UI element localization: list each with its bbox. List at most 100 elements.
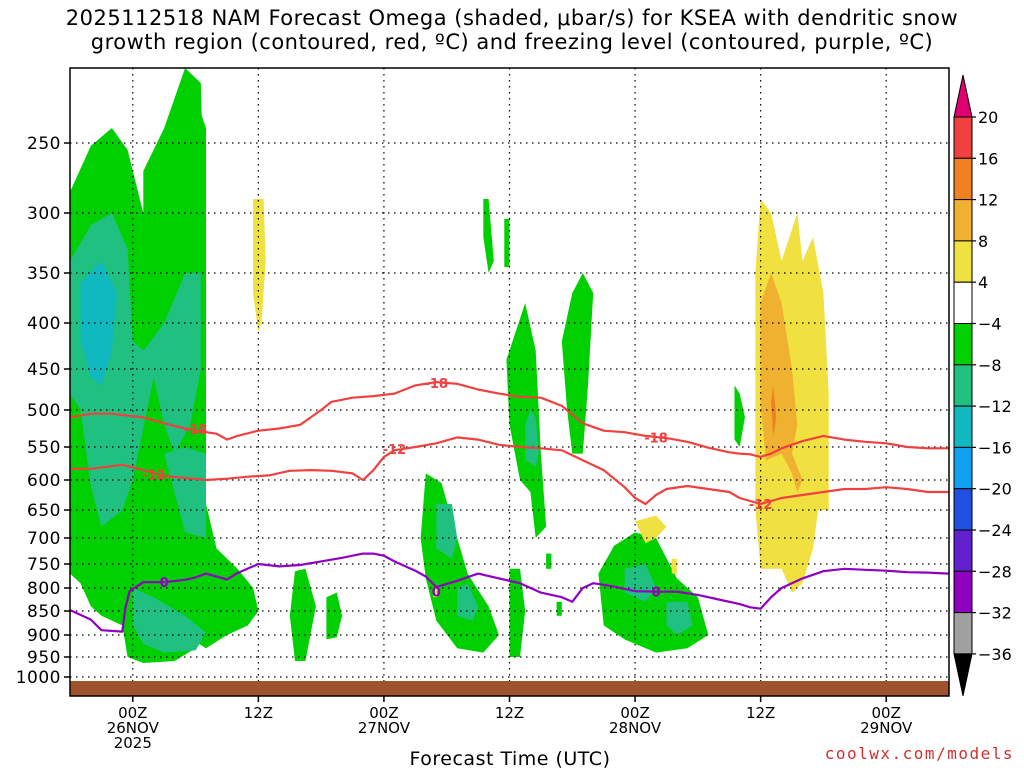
omega-region--8-6 [483,199,494,273]
omega-region-8-29 [760,273,803,492]
freezing-contour-label: 0 [432,586,441,601]
colorbar-label: −36 [978,645,1012,664]
chart-title-line-2: growth region (contoured, red, ºC) and f… [90,30,934,54]
colorbar-label: 20 [978,108,998,127]
colorbar-swatch-11 [953,529,973,572]
y-tick-label-500: 500 [27,401,61,421]
y-tick-label-700: 700 [27,529,61,549]
colorbar-label: −16 [978,438,1012,457]
colorbar-swatch-2 [953,157,973,201]
colorbar-label: −28 [978,562,1012,581]
x-tick-label-78-1: 29NOV [860,719,913,737]
colorbar-label: 16 [978,149,998,168]
colorbar-swatch-12 [953,570,973,614]
colorbar-swatch-4 [953,240,973,283]
x-tick-label-54-1: 28NOV [609,719,662,737]
colorbar-swatch-5 [953,281,973,325]
freezing-contour-label: 0 [160,576,169,591]
y-tick-label-800: 800 [27,579,61,599]
colorbar-label: −24 [978,521,1012,540]
x-tick-label-30-1: 27NOV [358,719,411,737]
omega-region-4-24 [253,199,266,333]
x-tick-label-42-0: 12Z [495,704,524,722]
x-tick-label-18-0: 12Z [244,704,273,722]
dendritic-contour-label: -12 [383,443,407,458]
colorbar-swatch-10 [953,488,973,531]
omega-region--12-16 [164,447,206,538]
dendritic-contour-label: -18 [184,423,208,438]
y-tick-label-250: 250 [27,134,61,154]
x-tick-label-30-0: 00Z [369,704,398,722]
y-tick-label-350: 350 [27,264,61,284]
y-tick-label-450: 450 [27,360,61,380]
omega-region--12-22 [666,601,693,635]
colorbar-bottom-arrow [953,653,973,697]
colorbar-label: −4 [978,315,1002,334]
colorbar-label: 4 [978,273,988,292]
dendritic-contour-line-0-0 [70,381,949,458]
colorbar-swatch-9 [953,446,973,490]
omega-region-12-30 [771,385,777,436]
y-tick-label-300: 300 [27,204,61,224]
x-tick-label-6-1: 26NOV [107,719,160,737]
dendritic-contour-label: -18 [425,377,449,392]
omega-region-4-25 [433,588,438,598]
x-tick-label-6-0: 00Z [118,704,147,722]
x-tick-label-78-0: 00Z [872,704,901,722]
chart-title-line-1: 2025112518 NAM Forecast Omega (shaded, μ… [65,6,959,30]
omega-region--12-20 [525,410,539,467]
colorbar-label: −12 [978,397,1012,416]
y-tick-label-1000: 1000 [16,668,61,688]
omega-region--8-11 [546,553,552,569]
omega-region--8-5 [420,473,499,653]
x-axis-label: Forecast Time (UTC) [410,748,611,768]
omega-shaded-regions [70,68,829,663]
omega-colorbar: 20 16 12 8 4 −4 −8 −12 −16 −20 −24 −28 −32 −36 [953,74,1012,697]
y-tick-label-550: 550 [27,438,61,458]
colorbar-swatch-1 [953,116,973,159]
omega-region-4-26 [635,515,667,544]
colorbar-label: 12 [978,191,998,210]
colorbar-label: −32 [978,604,1012,623]
omega-region--8-4 [326,592,343,640]
omega-region-4-27 [671,558,677,574]
omega-region--12-18 [436,504,458,559]
colorbar-top-arrow [953,74,973,118]
colorbar-swatch-6 [953,323,973,366]
omega-region--8-14 [734,385,745,447]
pressure-axis: 250 300 350 400 450 500 550 600 650 700 750 800 850 9… [16,134,70,688]
temperature-contours: -18 -18 -18 -12 -12 -12 0 0 0 [70,377,949,633]
y-tick-label-600: 600 [27,471,61,491]
omega-region--8-8 [506,303,547,538]
omega-region--8-7 [504,219,510,267]
dendritic-contour-label: -12 [749,498,773,513]
y-tick-label-650: 650 [27,501,61,521]
x-tick-label-6-2: 2025 [114,734,152,752]
colorbar-label: −8 [978,356,1002,375]
colorbar-label: 8 [978,232,988,251]
dendritic-contour-label: -18 [644,431,668,446]
y-tick-label-400: 400 [27,314,61,334]
y-tick-label-850: 850 [27,602,61,622]
colorbar-swatch-8 [953,405,973,448]
x-tick-label-66-0: 12Z [746,704,775,722]
omega-region--8-12 [556,601,562,616]
omega-region--8-3 [289,568,316,661]
omega-region--8-9 [561,273,594,454]
y-tick-label-950: 950 [27,648,61,668]
y-tick-label-900: 900 [27,626,61,646]
omega-region--12-17 [132,588,206,653]
x-tick-label-54-0: 00Z [620,704,649,722]
freezing-contour-label: 0 [651,586,660,601]
watermark-text: coolwx.com/models [824,744,1014,763]
dendritic-contour-line-1-0 [70,436,949,506]
freezing-contour-line-2-0 [70,552,949,633]
omega-region--16-23 [80,261,118,386]
chart-title: 2025112518 NAM Forecast Omega (shaded, μ… [0,6,1024,54]
y-tick-label-750: 750 [27,555,61,575]
colorbar-swatch-7 [953,364,973,407]
omega-region--8-2 [185,504,259,649]
dendritic-contour-label: -12 [142,469,166,484]
